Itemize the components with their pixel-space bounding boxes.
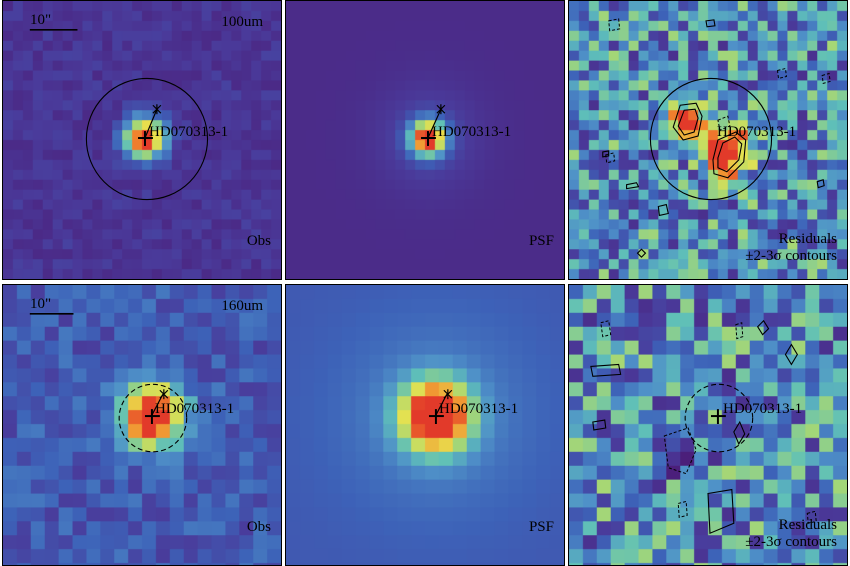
residual-label-line1: Residuals (778, 517, 837, 534)
negative-contours (600, 320, 817, 524)
scale-label: 10" (30, 12, 52, 28)
positive-contours (590, 319, 798, 535)
star-marker (159, 389, 169, 400)
source-name: HD070313-1 (155, 401, 235, 417)
cross-marker (710, 409, 726, 425)
band-label: 100um (221, 14, 263, 30)
image-160um-residual (569, 285, 847, 565)
image-100um-psf (286, 1, 564, 279)
image-100um-residual (569, 1, 847, 279)
source-name: HD070313-1 (432, 124, 512, 140)
overlay-100um-obs (29, 28, 209, 201)
panel-160um-residual: HD070313-1 Residuals ±2-3σ contours (568, 284, 848, 566)
cross-marker (421, 131, 436, 146)
cross-marker (428, 409, 444, 425)
negative-contours (605, 18, 831, 164)
cross-marker (138, 131, 153, 146)
offset-line (144, 108, 158, 139)
overlay-160um-residual (590, 319, 817, 535)
source-name: HD070313-1 (717, 124, 797, 140)
panel-label: PSF (528, 233, 554, 249)
source-name: HD070313-1 (439, 401, 519, 417)
panel-160um-obs: 10" 160um HD070313-1 Obs (2, 284, 282, 566)
panel-100um-obs: 10" 100um HD070313-1 Obs (2, 0, 282, 280)
scale-label: 10" (30, 296, 52, 312)
panel-label: Obs (246, 519, 271, 535)
residual-label-line2: ±2-3σ contours (745, 248, 837, 265)
residual-label-line2: ±2-3σ contours (745, 534, 837, 551)
overlay-100um-residual (602, 18, 831, 258)
overlay-100um-psf (421, 104, 446, 146)
source-name: HD070313-1 (723, 401, 803, 417)
residual-label: Residuals ±2-3σ contours (745, 231, 837, 265)
residual-label: Residuals ±2-3σ contours (745, 517, 837, 551)
overlay-160um-obs (29, 313, 188, 453)
source-name: HD070313-1 (149, 124, 229, 140)
aperture-circle (684, 383, 754, 453)
band-label: 160um (221, 298, 263, 314)
star-marker (436, 104, 446, 115)
overlay-160um-psf (428, 389, 453, 425)
positive-contours (602, 19, 825, 258)
panel-160um-psf: HD070313-1 PSF (285, 284, 565, 566)
image-100um-obs (3, 1, 281, 279)
offset-line (427, 108, 442, 139)
panel-label: PSF (528, 519, 554, 535)
panel-100um-residual: HD070313-1 Residuals ±2-3σ contours (568, 0, 848, 280)
image-160um-obs (3, 285, 281, 565)
image-160um-psf (286, 285, 564, 565)
star-marker (443, 389, 453, 400)
panel-label: Obs (246, 233, 271, 249)
panel-100um-psf: HD070313-1 PSF (285, 0, 565, 280)
cross-marker (144, 409, 160, 425)
residual-label-line1: Residuals (778, 231, 837, 248)
aperture-circle (85, 77, 209, 201)
aperture-circle (649, 77, 773, 201)
star-marker (152, 104, 162, 115)
